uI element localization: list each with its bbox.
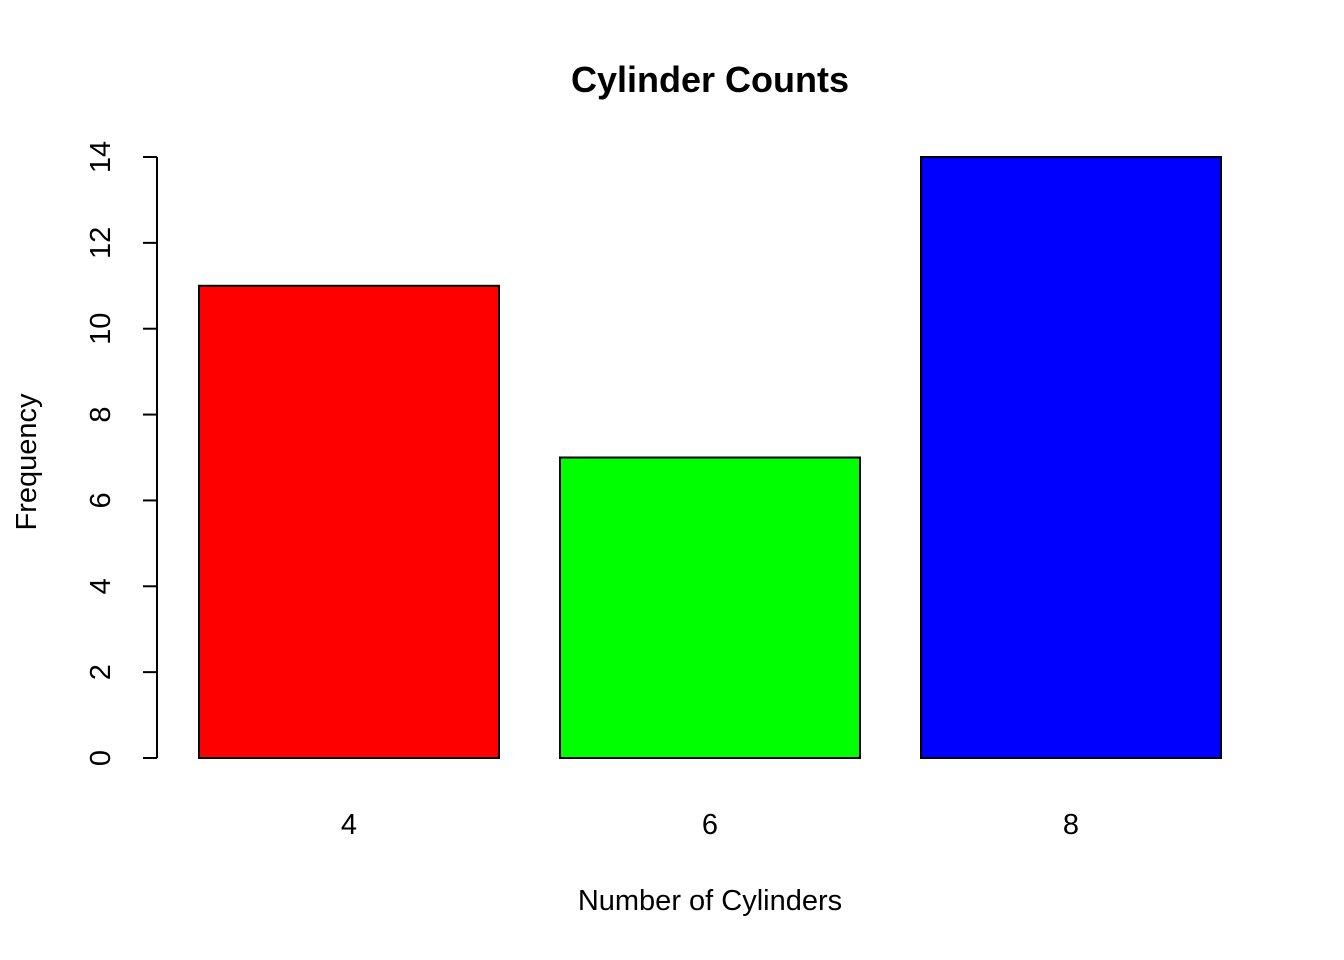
x-tick-labels: 4 6 8 — [341, 809, 1079, 841]
bar-4 — [198, 284, 500, 759]
x-tick-label: 8 — [1063, 809, 1079, 841]
bars-group — [198, 156, 1222, 759]
y-tick-label: 14 — [85, 141, 117, 173]
y-axis: 0 2 4 6 8 10 12 14 — [85, 141, 158, 766]
y-tick-label: 8 — [85, 407, 117, 423]
x-axis-label: Number of Cylinders — [578, 885, 842, 917]
y-tick-label: 6 — [85, 492, 117, 508]
y-tick-label: 2 — [85, 664, 117, 680]
y-tick-label: 10 — [85, 313, 117, 345]
x-tick-label: 4 — [341, 809, 357, 841]
bar-8 — [920, 156, 1222, 759]
x-tick-label: 6 — [702, 809, 718, 841]
y-tick-label: 12 — [85, 227, 117, 259]
y-tick-label: 4 — [85, 578, 117, 594]
chart-title: Cylinder Counts — [571, 59, 849, 100]
y-axis-label: Frequency — [11, 393, 43, 531]
bar-6 — [559, 456, 861, 759]
y-tick-label: 0 — [85, 750, 117, 766]
